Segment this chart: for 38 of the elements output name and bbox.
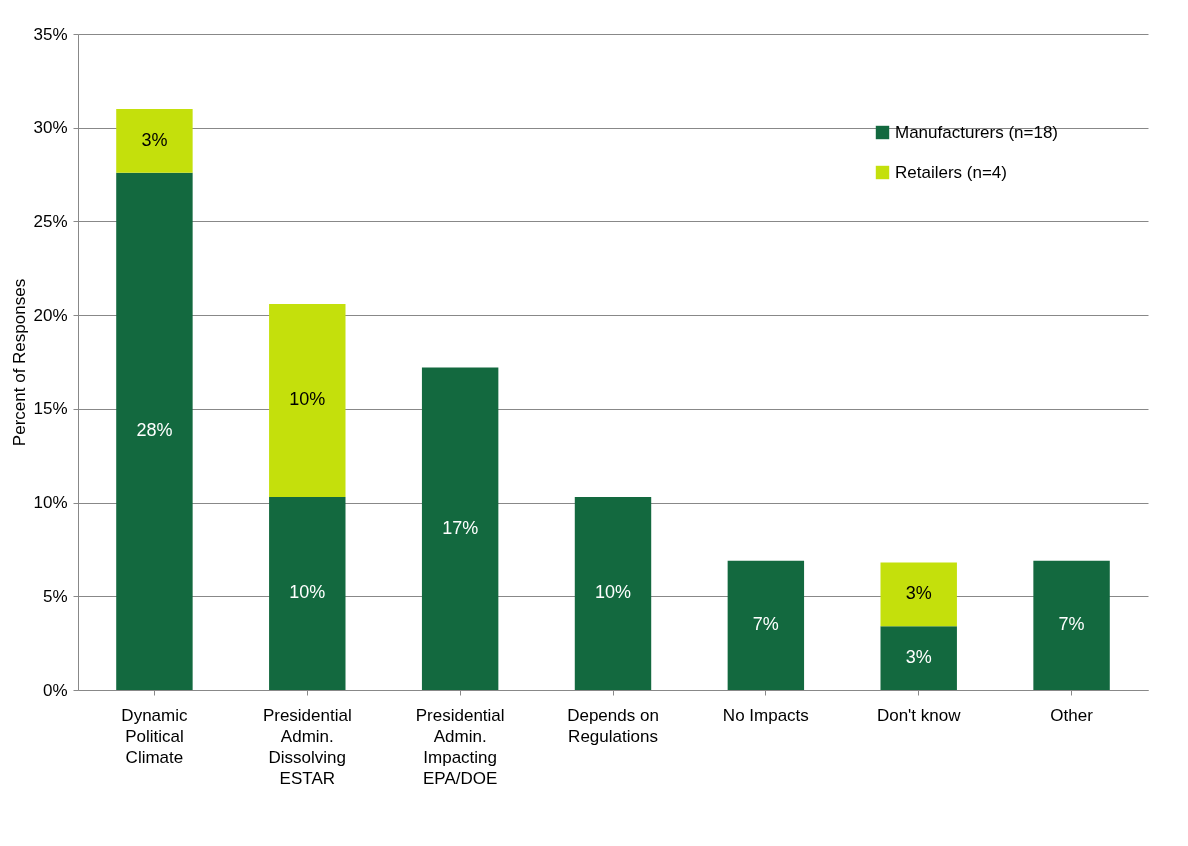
data-label: 28% — [136, 420, 173, 441]
y-tick-label: 25% — [33, 211, 68, 231]
bar — [1033, 560, 1110, 690]
data-label: 17% — [442, 517, 479, 538]
y-tick-label: 30% — [33, 118, 68, 138]
x-tick-label: Presidential Admin. Impacting EPA/DOE — [415, 705, 505, 788]
bar — [116, 172, 193, 690]
bar — [116, 108, 193, 173]
y-tick-label: 15% — [33, 399, 68, 419]
legend-label: Retailers (n=4) — [895, 162, 1007, 182]
bar — [421, 367, 499, 690]
data-label: 10% — [289, 389, 326, 410]
bar — [880, 562, 957, 627]
x-tick-label: Other — [1050, 705, 1094, 725]
x-tick-label: Don't know — [876, 705, 962, 725]
x-tick-label: No Impacts — [722, 705, 809, 725]
bar — [880, 626, 957, 690]
x-tick-label: Depends on Regulations — [567, 705, 659, 746]
x-tick-label: Presidential Admin. Dissolving ESTAR — [262, 705, 352, 788]
bar — [574, 496, 652, 690]
data-label: 7% — [1058, 614, 1085, 635]
y-tick-label: 35% — [33, 24, 68, 44]
data-label: 7% — [752, 614, 779, 635]
y-tick-label: 20% — [33, 305, 68, 325]
data-label: 10% — [594, 582, 632, 603]
bar — [269, 303, 346, 497]
y-axis-title: Percent of Responses — [10, 278, 30, 447]
bar — [727, 560, 805, 690]
data-label: 3% — [141, 129, 168, 150]
y-tick-label: 5% — [42, 586, 68, 606]
legend-label: Manufacturers (n=18) — [895, 122, 1058, 142]
x-tick-label: Dynamic Political Climate — [121, 705, 188, 767]
data-label: 10% — [289, 582, 326, 603]
data-label: 3% — [905, 583, 932, 604]
bar — [269, 496, 346, 690]
data-label: 3% — [905, 647, 932, 668]
y-tick-label: 0% — [42, 680, 68, 700]
y-tick-label: 10% — [33, 493, 68, 513]
